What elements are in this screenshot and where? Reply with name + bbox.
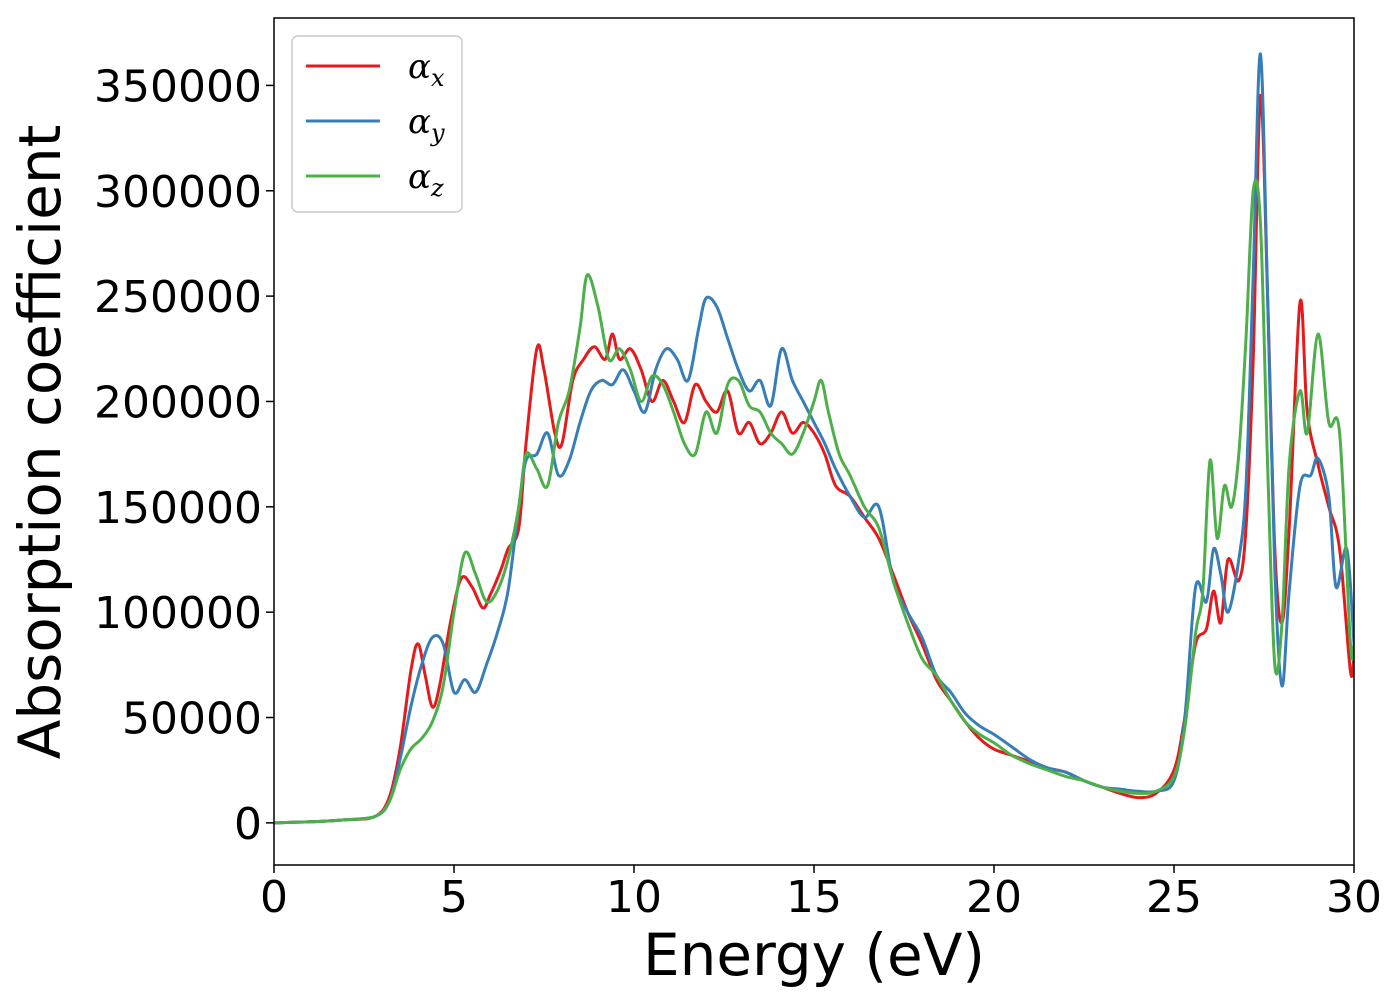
legend-label-base: α (408, 47, 431, 87)
x-tick-label: 20 (966, 872, 1022, 923)
legend-label-z: αz (408, 157, 444, 202)
x-tick-label: 0 (260, 872, 288, 923)
y-tick-label: 300000 (94, 167, 262, 218)
legend-frame (291, 35, 463, 213)
plot-frame (273, 17, 1355, 866)
y-tick-label: 100000 (94, 588, 262, 639)
series-line-z (274, 178, 1354, 825)
legend-label-y: αy (408, 102, 445, 147)
x-tick-label: 30 (1326, 872, 1382, 923)
ticks-layer: 0 5 10 15 20 25 30 0 50000 100000 150000 200000 2500… (94, 61, 1382, 923)
legend-label-base: α (408, 102, 431, 142)
legend-label-x: αx (408, 47, 445, 92)
legend-label-subscript: x (431, 64, 445, 92)
series-line-x (274, 94, 1354, 825)
x-tick-label: 5 (440, 872, 468, 923)
y-tick-label: 200000 (94, 377, 262, 428)
x-tick-label: 25 (1146, 872, 1202, 923)
x-tick-label: 15 (786, 872, 842, 923)
legend-label-base: α (408, 157, 431, 197)
y-tick-label: 250000 (94, 272, 262, 323)
y-tick-label: 150000 (94, 483, 262, 534)
x-axis-title: Energy (eV) (643, 921, 985, 989)
x-tick-label: 10 (606, 872, 662, 923)
legend-label-subscript: y (430, 119, 445, 147)
y-axis-title: Absorption coefficient (6, 125, 74, 760)
series-line-y (274, 52, 1354, 825)
y-tick-label: 0 (234, 799, 262, 850)
series-layer (274, 52, 1354, 825)
y-tick-label: 350000 (94, 61, 262, 112)
plot-area (273, 17, 1355, 866)
y-tick-label: 50000 (122, 694, 262, 745)
legend-label-subscript: z (430, 174, 444, 202)
